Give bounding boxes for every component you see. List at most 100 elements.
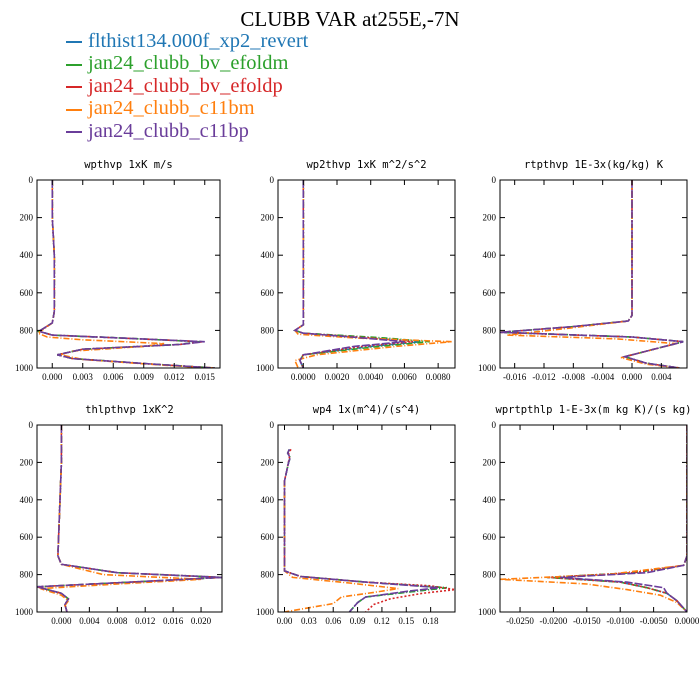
y-tick-label: 200 [261,213,275,223]
x-tick-label: 0.000 [622,372,643,382]
legend-item: flthist134.000f_xp2_revert [66,30,308,52]
series-line [293,180,405,368]
x-tick-label: 0.003 [73,372,94,382]
y-tick-label: 200 [483,457,497,467]
y-tick-label: 800 [261,570,275,580]
series-line [37,180,215,368]
x-tick-label: 0.004 [651,372,672,382]
x-tick-label: 0.00 [277,616,293,626]
y-tick-label: 600 [261,288,275,298]
y-tick-label: 1000 [15,607,34,617]
x-tick-label: 0.0080 [426,372,451,382]
legend-item: jan24_clubb_bv_efoldm [66,52,308,74]
plot-frame [499,179,688,369]
y-tick-label: 600 [483,288,497,298]
y-tick-label: 400 [20,250,34,260]
legend-label: flthist134.000f_xp2_revert [88,30,309,52]
plot-frame [277,424,456,613]
y-tick-label: 0 [492,420,497,430]
y-tick-label: 0 [29,175,34,185]
y-tick-label: 1000 [478,363,497,373]
series-line [546,425,687,612]
legend-dash-icon [66,86,82,89]
legend-dash-icon [66,63,82,66]
plot-frame [277,179,456,369]
series-line [500,180,684,368]
panel-title: rtpthvp 1E-3x(kg/kg) K [524,159,664,171]
series-line [37,180,215,368]
x-tick-label: -0.0150 [573,616,601,626]
x-tick-label: -0.0200 [540,616,568,626]
y-tick-label: 1000 [256,363,275,373]
series-line [560,425,687,612]
y-tick-label: 0 [270,420,275,430]
x-tick-label: 0.008 [107,616,128,626]
chart-panel: rtpthvp 1E-3x(kg/kg) K02004006008001000-… [478,159,688,382]
y-tick-label: 600 [483,532,497,542]
y-tick-label: 200 [20,457,34,467]
y-tick-label: 600 [261,532,275,542]
x-tick-label: 0.0020 [325,372,350,382]
series-line [37,180,215,368]
x-tick-label: 0.020 [191,616,212,626]
x-tick-label: 0.009 [134,372,155,382]
x-tick-label: 0.000 [42,372,63,382]
series-line [37,180,215,368]
series-line [283,481,399,612]
series-line [293,180,452,368]
y-tick-label: 0 [492,175,497,185]
y-tick-label: 400 [483,250,497,260]
chart-panel: wprtpthlp 1-E-3x(m kg K)/(s kg) 0 200 400 60… [478,404,700,626]
plot-frame [36,424,223,613]
y-tick-label: 200 [20,213,34,223]
x-tick-label: -0.0250 [506,616,534,626]
x-tick-label: 0.0000 [291,372,316,382]
legend: flthist134.000f_xp2_revert jan24_clubb_b… [66,30,308,142]
x-tick-label: 0.12 [374,616,390,626]
chart-panel: wp2thvp 1xK m^2/s^2 0 200 400 600 800 1000 0.00… [256,159,456,382]
y-tick-label: 400 [261,250,275,260]
y-tick-label: 800 [20,570,34,580]
legend-label: jan24_clubb_bv_efoldp [88,74,283,97]
series-line [283,448,455,612]
legend-item: jan24_clubb_bv_efoldp [66,75,308,97]
y-tick-label: 600 [20,288,34,298]
y-tick-label: 800 [20,325,34,335]
x-tick-label: -0.0100 [606,616,634,626]
y-tick-label: 800 [483,570,497,580]
y-tick-label: 200 [483,213,497,223]
x-tick-label: -0.0050 [640,616,668,626]
y-tick-label: 1000 [256,607,275,617]
panel-title: wp2thvp 1xK m^2/s^2 [306,159,426,171]
y-tick-label: 0 [270,175,275,185]
panel-title: thlpthvp 1xK^2 [85,404,174,416]
y-tick-label: 200 [261,457,275,467]
series-line [37,180,215,368]
x-tick-label: 0.15 [398,616,414,626]
y-tick-label: 800 [261,325,275,335]
panel-title: wpthvp 1xK m/s [84,159,173,171]
series-line [283,448,447,612]
series-line [293,180,430,368]
x-tick-label: 0.012 [135,616,155,626]
legend-dash-icon [66,108,82,111]
x-tick-label: -0.004 [591,372,615,382]
series-line [283,448,439,612]
series-line [37,425,222,612]
legend-dash-icon [66,130,82,133]
x-tick-label: 0.0000 [675,616,700,626]
y-tick-label: 400 [261,495,275,505]
x-tick-label: 0.09 [350,616,366,626]
series-line [500,425,687,612]
legend-item: jan24_clubb_c11bm [66,97,308,119]
x-tick-label: -0.012 [532,372,555,382]
x-tick-label: -0.016 [503,372,527,382]
x-tick-label: 0.0060 [392,372,417,382]
page-title: CLUBB VAR at255E,-7N [240,7,460,31]
legend-item: jan24_clubb_c11bp [66,120,308,142]
plot-frame [36,179,221,369]
x-tick-label: 0.06 [325,616,341,626]
panel-title: wp4 1x(m^4)/(s^4) [313,404,420,416]
x-tick-label: -0.008 [562,372,586,382]
